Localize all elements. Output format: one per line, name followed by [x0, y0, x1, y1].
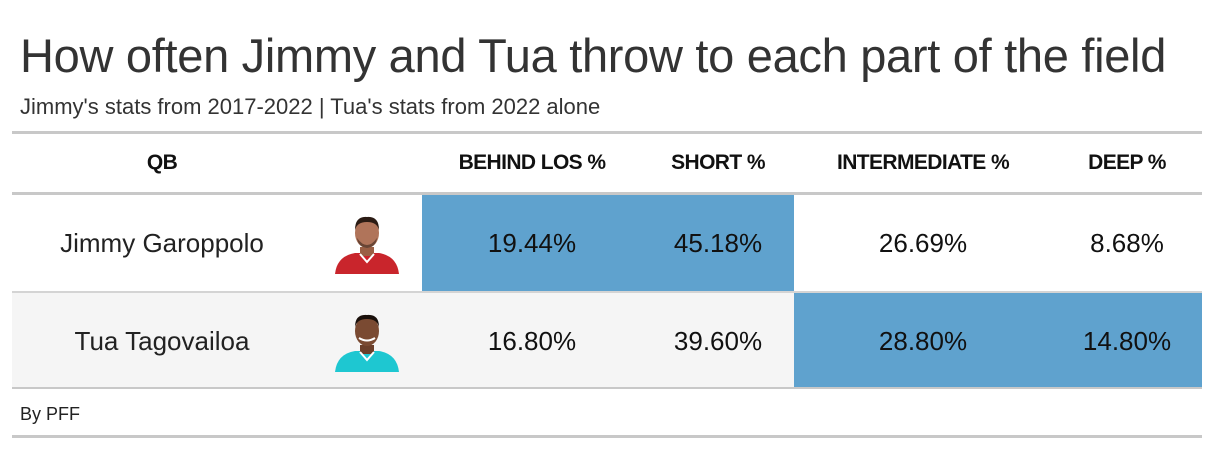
column-header-behind-los: BEHIND LOS % [422, 134, 642, 195]
avatar-cell [312, 193, 422, 293]
behind-los-value: 16.80% [422, 292, 642, 389]
intermediate-value: 28.80% [794, 292, 1052, 389]
qb-name: Tua Tagovailoa [12, 292, 312, 389]
top-divider [12, 131, 1202, 134]
qb-name: Jimmy Garoppolo [12, 193, 312, 293]
table-row: Jimmy Garoppolo 19.44% 45.18% 26.69% 8.6… [12, 193, 1202, 293]
short-value: 39.60% [642, 292, 794, 389]
chart-subtitle: Jimmy's stats from 2017-2022 | Tua's sta… [20, 94, 601, 119]
deep-value: 8.68% [1052, 193, 1202, 293]
column-header-spacer [312, 134, 422, 195]
column-header-intermediate: INTERMEDIATE % [794, 134, 1052, 195]
chart-title: How often Jimmy and Tua throw to each pa… [20, 29, 1167, 82]
bottom-divider [12, 435, 1202, 438]
table-row: Tua Tagovailoa 16.80% 39.60% 28.80% 14.8… [12, 292, 1202, 389]
column-header-deep: DEEP % [1052, 134, 1202, 195]
deep-value: 14.80% [1052, 292, 1202, 389]
avatar-cell [312, 292, 422, 389]
source-note: By PFF [20, 404, 81, 424]
player-headshot-icon [335, 216, 399, 274]
header-row: QB BEHIND LOS % SHORT % INTERMEDIATE % D… [12, 134, 1202, 195]
qb-comparison-table: QB BEHIND LOS % SHORT % INTERMEDIATE % D… [12, 134, 1202, 389]
short-value: 45.18% [642, 193, 794, 293]
behind-los-value: 19.44% [422, 193, 642, 293]
player-headshot-icon [335, 314, 399, 372]
column-header-qb: QB [12, 134, 312, 195]
column-header-short: SHORT % [642, 134, 794, 195]
intermediate-value: 26.69% [794, 193, 1052, 293]
source-divider [12, 387, 1202, 389]
